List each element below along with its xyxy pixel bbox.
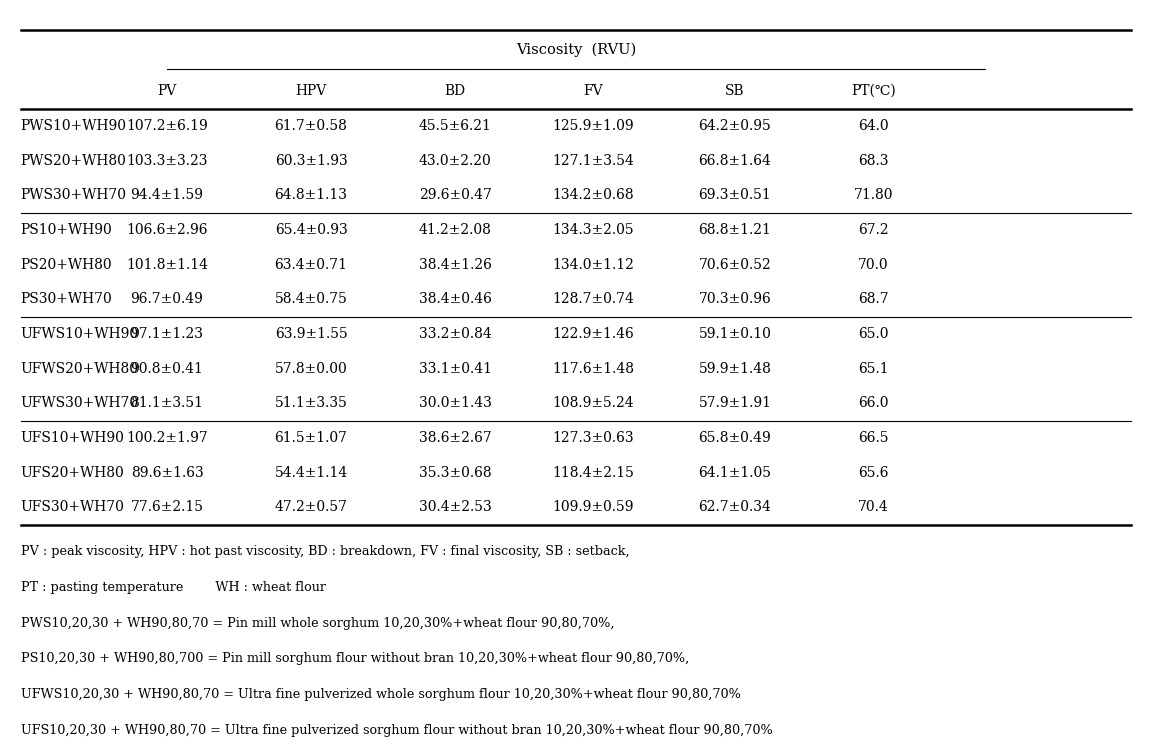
Text: UFWS20+WH80: UFWS20+WH80 — [21, 362, 138, 376]
Text: 59.9±1.48: 59.9±1.48 — [698, 362, 772, 376]
Text: 134.3±2.05: 134.3±2.05 — [553, 223, 634, 237]
Text: PS10,20,30 + WH90,80,700 = Pin mill sorghum flour without bran 10,20,30%+wheat f: PS10,20,30 + WH90,80,700 = Pin mill sorg… — [21, 652, 689, 665]
Text: PT(℃): PT(℃) — [851, 84, 895, 97]
Text: PWS20+WH80: PWS20+WH80 — [21, 153, 127, 167]
Text: PWS10+WH90: PWS10+WH90 — [21, 119, 127, 133]
Text: 65.0: 65.0 — [858, 327, 888, 341]
Text: 127.1±3.54: 127.1±3.54 — [552, 153, 635, 167]
Text: 122.9±1.46: 122.9±1.46 — [553, 327, 634, 341]
Text: 96.7±0.49: 96.7±0.49 — [130, 292, 204, 307]
Text: 128.7±0.74: 128.7±0.74 — [552, 292, 635, 307]
Text: PV: PV — [158, 84, 176, 97]
Text: 63.4±0.71: 63.4±0.71 — [274, 257, 348, 272]
Text: 65.4±0.93: 65.4±0.93 — [274, 223, 348, 237]
Text: 47.2±0.57: 47.2±0.57 — [274, 500, 348, 514]
Text: 43.0±2.20: 43.0±2.20 — [418, 153, 492, 167]
Text: 59.1±0.10: 59.1±0.10 — [698, 327, 772, 341]
Text: 57.9±1.91: 57.9±1.91 — [698, 397, 772, 410]
Text: FV: FV — [583, 84, 604, 97]
Text: 30.4±2.53: 30.4±2.53 — [418, 500, 492, 514]
Text: PV : peak viscosity, HPV : hot past viscosity, BD : breakdown, FV : final viscos: PV : peak viscosity, HPV : hot past visc… — [21, 545, 629, 558]
Text: UFS10,20,30 + WH90,80,70 = Ultra fine pulverized sorghum flour without bran 10,2: UFS10,20,30 + WH90,80,70 = Ultra fine pu… — [21, 724, 773, 737]
Text: 127.3±0.63: 127.3±0.63 — [553, 431, 634, 445]
Text: 97.1±1.23: 97.1±1.23 — [130, 327, 204, 341]
Text: 41.2±2.08: 41.2±2.08 — [418, 223, 492, 237]
Text: Viscosity  (RVU): Viscosity (RVU) — [516, 42, 636, 57]
Text: 134.2±0.68: 134.2±0.68 — [553, 188, 634, 202]
Text: 51.1±3.35: 51.1±3.35 — [274, 397, 348, 410]
Text: HPV: HPV — [295, 84, 327, 97]
Text: PWS10,20,30 + WH90,80,70 = Pin mill whole sorghum 10,20,30%+wheat flour 90,80,70: PWS10,20,30 + WH90,80,70 = Pin mill whol… — [21, 617, 614, 629]
Text: 30.0±1.43: 30.0±1.43 — [418, 397, 492, 410]
Text: PS20+WH80: PS20+WH80 — [21, 257, 113, 272]
Text: 38.4±0.46: 38.4±0.46 — [418, 292, 492, 307]
Text: UFS30+WH70: UFS30+WH70 — [21, 500, 124, 514]
Text: 67.2: 67.2 — [858, 223, 888, 237]
Text: 60.3±1.93: 60.3±1.93 — [274, 153, 348, 167]
Text: 89.6±1.63: 89.6±1.63 — [130, 466, 204, 480]
Text: 64.8±1.13: 64.8±1.13 — [274, 188, 348, 202]
Text: 103.3±3.23: 103.3±3.23 — [127, 153, 207, 167]
Text: PWS30+WH70: PWS30+WH70 — [21, 188, 127, 202]
Text: UFWS10+WH90: UFWS10+WH90 — [21, 327, 139, 341]
Text: 69.3±0.51: 69.3±0.51 — [698, 188, 772, 202]
Text: 65.6: 65.6 — [858, 466, 888, 480]
Text: 33.2±0.84: 33.2±0.84 — [418, 327, 492, 341]
Text: 77.6±2.15: 77.6±2.15 — [130, 500, 204, 514]
Text: 65.1: 65.1 — [858, 362, 888, 376]
Text: 68.7: 68.7 — [858, 292, 888, 307]
Text: 108.9±5.24: 108.9±5.24 — [553, 397, 634, 410]
Text: 63.9±1.55: 63.9±1.55 — [274, 327, 348, 341]
Text: 81.1±3.51: 81.1±3.51 — [130, 397, 204, 410]
Text: 70.6±0.52: 70.6±0.52 — [698, 257, 772, 272]
Text: 57.8±0.00: 57.8±0.00 — [274, 362, 348, 376]
Text: 45.5±6.21: 45.5±6.21 — [418, 119, 492, 133]
Text: 70.3±0.96: 70.3±0.96 — [698, 292, 772, 307]
Text: 66.8±1.64: 66.8±1.64 — [698, 153, 772, 167]
Text: 70.0: 70.0 — [858, 257, 888, 272]
Text: 58.4±0.75: 58.4±0.75 — [274, 292, 348, 307]
Text: 125.9±1.09: 125.9±1.09 — [553, 119, 634, 133]
Text: 101.8±1.14: 101.8±1.14 — [126, 257, 209, 272]
Text: BD: BD — [445, 84, 465, 97]
Text: 62.7±0.34: 62.7±0.34 — [698, 500, 772, 514]
Text: UFS20+WH80: UFS20+WH80 — [21, 466, 124, 480]
Text: 70.4: 70.4 — [858, 500, 888, 514]
Text: 33.1±0.41: 33.1±0.41 — [418, 362, 492, 376]
Text: 117.6±1.48: 117.6±1.48 — [552, 362, 635, 376]
Text: UFS10+WH90: UFS10+WH90 — [21, 431, 124, 445]
Text: 66.0: 66.0 — [858, 397, 888, 410]
Text: SB: SB — [725, 84, 745, 97]
Text: PS30+WH70: PS30+WH70 — [21, 292, 113, 307]
Text: 38.4±1.26: 38.4±1.26 — [418, 257, 492, 272]
Text: PT : pasting temperature        WH : wheat flour: PT : pasting temperature WH : wheat flou… — [21, 581, 326, 594]
Text: UFWS10,20,30 + WH90,80,70 = Ultra fine pulverized whole sorghum flour 10,20,30%+: UFWS10,20,30 + WH90,80,70 = Ultra fine p… — [21, 688, 741, 701]
Text: 109.9±0.59: 109.9±0.59 — [553, 500, 634, 514]
Text: 68.3: 68.3 — [858, 153, 888, 167]
Text: 100.2±1.97: 100.2±1.97 — [127, 431, 207, 445]
Text: 66.5: 66.5 — [858, 431, 888, 445]
Text: 61.5±1.07: 61.5±1.07 — [274, 431, 348, 445]
Text: 68.8±1.21: 68.8±1.21 — [698, 223, 772, 237]
Text: 38.6±2.67: 38.6±2.67 — [418, 431, 492, 445]
Text: 29.6±0.47: 29.6±0.47 — [418, 188, 492, 202]
Text: UFWS30+WH70: UFWS30+WH70 — [21, 397, 139, 410]
Text: 65.8±0.49: 65.8±0.49 — [698, 431, 772, 445]
Text: 107.2±6.19: 107.2±6.19 — [127, 119, 207, 133]
Text: 134.0±1.12: 134.0±1.12 — [552, 257, 635, 272]
Text: 64.0: 64.0 — [858, 119, 888, 133]
Text: 35.3±0.68: 35.3±0.68 — [418, 466, 492, 480]
Text: 90.8±0.41: 90.8±0.41 — [130, 362, 204, 376]
Text: 94.4±1.59: 94.4±1.59 — [130, 188, 204, 202]
Text: PS10+WH90: PS10+WH90 — [21, 223, 113, 237]
Text: 54.4±1.14: 54.4±1.14 — [274, 466, 348, 480]
Text: 106.6±2.96: 106.6±2.96 — [127, 223, 207, 237]
Text: 71.80: 71.80 — [854, 188, 893, 202]
Text: 64.2±0.95: 64.2±0.95 — [698, 119, 772, 133]
Text: 118.4±2.15: 118.4±2.15 — [552, 466, 635, 480]
Text: 61.7±0.58: 61.7±0.58 — [274, 119, 348, 133]
Text: 64.1±1.05: 64.1±1.05 — [698, 466, 772, 480]
